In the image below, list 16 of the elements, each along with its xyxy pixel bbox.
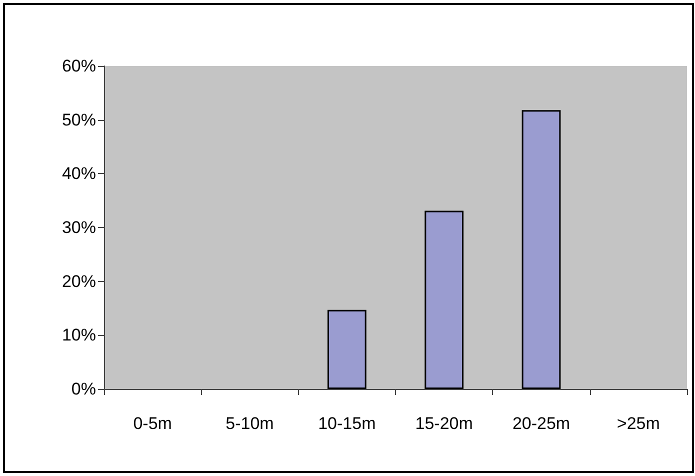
- bar: [327, 310, 366, 389]
- x-tick-label: 10-15m: [318, 414, 376, 433]
- y-tick-label: 50%: [62, 110, 96, 130]
- bar: [522, 110, 561, 389]
- x-tick-label: 20-25m: [512, 414, 570, 433]
- x-tick-label: 5-10m: [226, 414, 274, 433]
- x-tick-label: >25m: [616, 414, 660, 433]
- x-tick-label: 15-20m: [415, 414, 473, 433]
- y-tick-label: 10%: [62, 326, 96, 345]
- x-tick-label: 0-5m: [133, 414, 172, 433]
- y-tick-label: 60%: [62, 56, 96, 76]
- y-tick-label: 40%: [62, 164, 96, 184]
- y-tick-label: 0%: [71, 380, 96, 398]
- bar: [424, 210, 464, 389]
- y-tick-label: 20%: [62, 272, 96, 291]
- y-tick-label: 30%: [62, 218, 96, 237]
